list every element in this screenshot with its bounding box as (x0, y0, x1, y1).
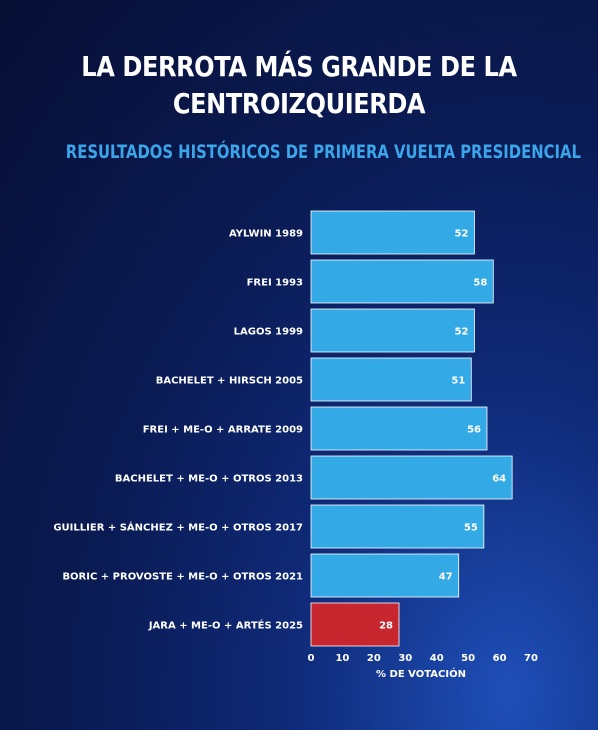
category-label-1: FREI 1993 (247, 278, 303, 289)
value-label-2: 52 (455, 327, 469, 338)
value-labels: 52 58 52 51 56 64 55 47 28 (379, 229, 506, 632)
category-label-2: LAGOS 1999 (234, 327, 303, 338)
x-tick-label-0: 0 (308, 653, 315, 664)
value-label-4: 56 (467, 425, 481, 436)
bar-3 (310, 357, 472, 402)
category-label-3: BACHELET + HIRSCH 2005 (156, 376, 303, 387)
bars-layer (310, 210, 513, 647)
x-tick-label-6: 60 (493, 653, 507, 664)
bar-4 (310, 406, 488, 451)
category-label-8: JARA + ME-O + ARTÉS 2025 (148, 619, 303, 632)
value-label-5: 64 (492, 474, 506, 485)
chart-title: LA DERROTA MÁS GRANDE DE LA CENTROIZQUIE… (42, 48, 556, 122)
bar-0 (310, 210, 475, 255)
value-label-6: 55 (464, 523, 478, 534)
bar-1 (310, 259, 494, 304)
x-axis-title: % DE VOTACIÓN (376, 667, 466, 680)
x-tick-label-2: 20 (367, 653, 381, 664)
value-label-1: 58 (473, 278, 487, 289)
x-tick-label-1: 10 (335, 653, 349, 664)
category-label-6: GUILLIER + SÁNCHEZ + ME-O + OTROS 2017 (53, 521, 303, 534)
x-tick-label-5: 50 (461, 653, 475, 664)
bar-6 (310, 504, 485, 549)
value-label-3: 51 (451, 376, 465, 387)
chart-title-line-2: CENTROIZQUIERDA (172, 87, 426, 120)
bar-7 (310, 553, 460, 598)
category-label-7: BORIC + PROVOSTE + ME-O + OTROS 2021 (62, 572, 303, 583)
bar-2 (310, 308, 475, 353)
category-label-0: AYLWIN 1989 (229, 229, 303, 240)
chart-subtitle: RESULTADOS HISTÓRICOS DE PRIMERA VUELTA … (65, 141, 581, 163)
value-label-8: 28 (379, 621, 393, 632)
value-label-0: 52 (455, 229, 469, 240)
value-label-7: 47 (439, 572, 453, 583)
bar-5 (310, 455, 513, 500)
x-axis: 0 10 20 30 40 50 60 70 (308, 653, 538, 664)
category-label-5: BACHELET + ME-O + OTROS 2013 (115, 474, 303, 485)
chart-title-line-1: LA DERROTA MÁS GRANDE DE LA (81, 50, 517, 83)
category-labels: AYLWIN 1989 FREI 1993 LAGOS 1999 BACHELET +… (53, 229, 303, 632)
bar-8 (310, 602, 400, 647)
x-tick-label-3: 30 (398, 653, 412, 664)
x-tick-label-4: 40 (430, 653, 444, 664)
category-label-4: FREI + ME-O + ARRATE 2009 (143, 425, 303, 436)
x-tick-label-7: 70 (524, 653, 538, 664)
